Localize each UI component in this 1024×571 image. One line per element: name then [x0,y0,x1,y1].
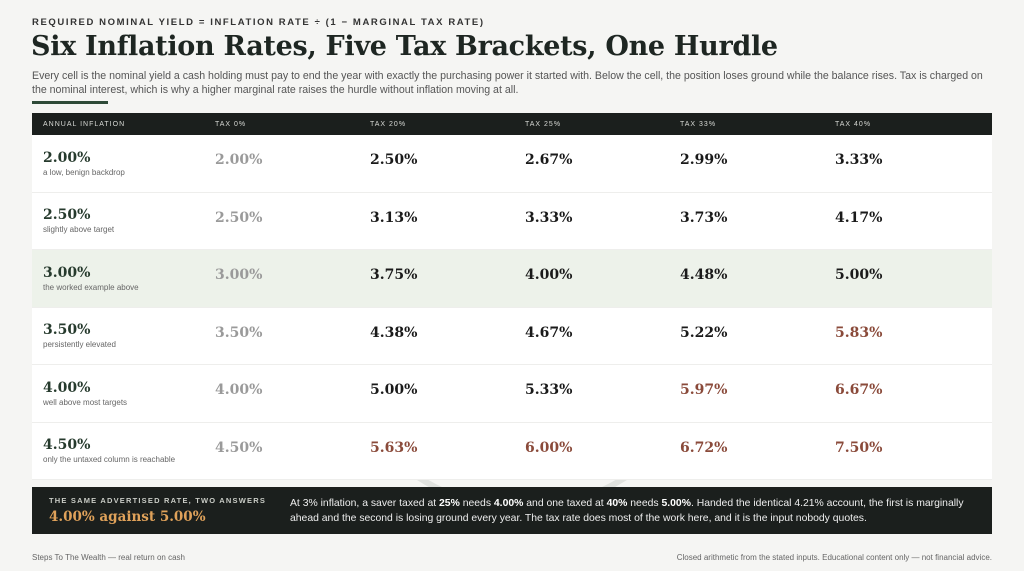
inflation-rate: 3.00% [43,264,91,281]
required-yield-cell: 3.13% [370,209,418,226]
required-yield-cell: 2.67% [525,152,573,169]
required-yield-cell: 3.33% [525,209,573,226]
callout-text-segment: . Handed the identical 4.21% account, th… [290,497,964,524]
required-yield-cell: 2.00% [215,152,263,169]
callout-headline: 4.00% against 5.00% [49,509,206,525]
required-yield-cell: 3.50% [215,324,263,341]
row-header: 2.50% slightly above target [32,207,215,234]
required-yield-cell: 6.67% [835,382,883,399]
required-yield-cell: 4.17% [835,209,883,226]
inflation-rate: 3.50% [43,322,91,339]
required-yield-cell: 4.67% [525,324,573,341]
inflation-description: a low, benign backdrop [43,167,125,177]
required-yield-cell: 4.48% [680,267,728,284]
inflation-description: slightly above target [43,225,115,235]
required-yield-cell: 5.33% [525,382,573,399]
row-header: 3.00% the worked example above [32,265,215,292]
column-header: TAX 20% [370,120,407,128]
required-yield-cell: 2.50% [215,209,263,226]
column-header: ANNUAL INFLATION [43,120,126,128]
row-header: 4.50% only the untaxed column is reachabl… [32,437,215,464]
callout-summary: THE SAME ADVERTISED RATE, TWO ANSWERS 4.… [32,496,290,525]
required-yield-cell: 4.00% [525,267,573,284]
column-header: TAX 25% [525,120,562,128]
required-yield-cell: 4.50% [215,439,263,456]
required-yield-cell: 5.22% [680,324,728,341]
callout-emphasis: 25% [439,497,460,509]
hurdle-table: ANNUAL INFLATION TAX 0% TAX 20% TAX 25% … [32,113,992,480]
required-yield-cell: 5.00% [370,382,418,399]
inflation-rate: 4.00% [43,379,91,396]
row-header: 2.00% a low, benign backdrop [32,150,215,177]
required-yield-cell: 2.99% [680,152,728,169]
table-body: 2.00% a low, benign backdrop 2.00% 2.50% 2.6… [32,135,992,480]
required-yield-cell: 6.72% [680,439,728,456]
table-row: 4.50% only the untaxed column is reachabl… [32,422,992,480]
row-header: 4.00% well above most targets [32,380,215,407]
column-header: TAX 40% [835,120,872,128]
callout-emphasis: 5.00% [661,497,691,509]
callout-emphasis: 4.00% [493,497,524,509]
footer-disclaimer: Closed arithmetic from the stated inputs… [676,553,992,562]
callout-text-segment: needs [459,497,494,509]
column-header: TAX 33% [680,120,717,128]
callout-kicker: THE SAME ADVERTISED RATE, TWO ANSWERS [49,496,267,505]
required-yield-cell: 7.50% [835,439,883,456]
table-row: 2.50% slightly above target 2.50% 3.13% 3.33… [32,192,992,250]
table-row: 3.00% the worked example above 3.00% 3.75% 4… [32,250,992,308]
page-subtitle: Every cell is the nominal yield a cash h… [32,70,983,96]
row-header: 3.50% persistently elevated [32,322,215,349]
inflation-rate: 2.00% [43,149,91,166]
column-header: TAX 0% [215,120,247,128]
callout-text-segment: needs [627,497,662,509]
page-title: Six Inflation Rates, Five Tax Brackets, … [31,31,778,62]
callout-text-segment: and one taxed at [523,497,607,509]
inflation-rate: 2.50% [43,207,91,224]
callout-panel: THE SAME ADVERTISED RATE, TWO ANSWERS 4.… [32,487,992,534]
required-yield-cell: 5.83% [835,324,883,341]
inflation-description: persistently elevated [43,340,116,350]
required-yield-cell: 5.63% [370,439,418,456]
callout-body: At 3% inflation, a saver taxed at 25% ne… [290,496,980,526]
table-row: 3.50% persistently elevated 3.50% 4.38% 4.67… [32,307,992,365]
required-yield-cell: 4.00% [215,382,263,399]
inflation-rate: 4.50% [43,437,91,454]
formula-kicker: REQUIRED NOMINAL YIELD = INFLATION RATE … [32,17,485,28]
required-yield-cell: 5.97% [680,382,728,399]
required-yield-cell: 3.00% [215,267,263,284]
callout-text-segment: At 3% inflation, a saver taxed at [290,497,440,509]
callout-emphasis: 40% [606,497,628,509]
inflation-description: the worked example above [43,282,139,292]
required-yield-cell: 5.00% [835,267,883,284]
required-yield-cell: 3.75% [370,267,418,284]
required-yield-cell: 6.00% [525,439,573,456]
required-yield-cell: 3.73% [680,209,728,226]
table-header: ANNUAL INFLATION TAX 0% TAX 20% TAX 25% … [32,113,992,135]
title-accent-bar [32,101,108,104]
footer-source: Steps To The Wealth — real return on cas… [32,553,185,562]
inflation-description: only the untaxed column is reachable [43,455,176,465]
table-row: 4.00% well above most targets 4.00% 5.00% 5.… [32,365,992,423]
table-row: 2.00% a low, benign backdrop 2.00% 2.50% 2.6… [32,135,992,193]
required-yield-cell: 2.50% [370,152,418,169]
required-yield-cell: 4.38% [370,324,418,341]
required-yield-cell: 3.33% [835,152,883,169]
inflation-description: well above most targets [43,397,128,407]
